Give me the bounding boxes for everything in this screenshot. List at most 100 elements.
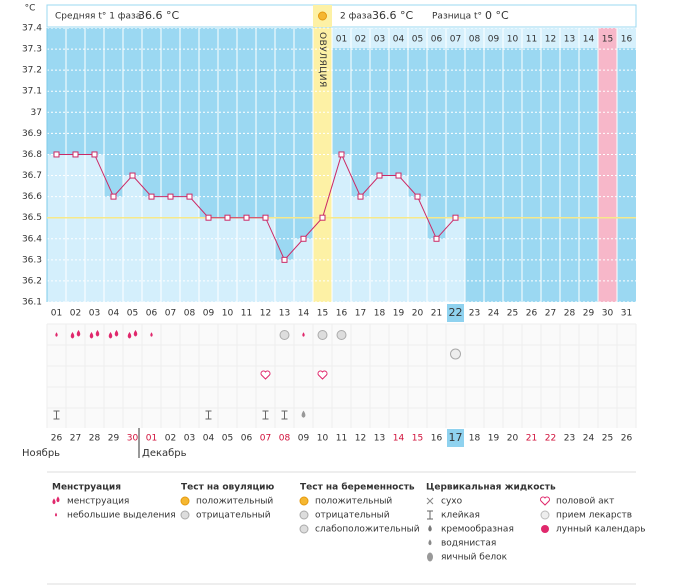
legend-icon — [428, 525, 432, 532]
diff-value: 0 °C — [485, 9, 509, 22]
ov-test-icon — [279, 330, 290, 340]
x-tick-label: 08 — [184, 309, 196, 319]
date-label: 18 — [469, 434, 481, 444]
x-tick-label: 11 — [241, 309, 252, 319]
x-tick-label: 29 — [583, 309, 595, 319]
legend-title: Менструация — [52, 483, 121, 493]
menstruation-icon — [127, 330, 138, 339]
date-label: 25 — [602, 434, 613, 444]
x-tick-label: 05 — [127, 309, 138, 319]
watery-icon — [301, 410, 306, 418]
sex-icon — [260, 370, 271, 380]
date-label: 28 — [89, 434, 101, 444]
temp-point — [433, 235, 440, 242]
temp-bar — [427, 238, 446, 302]
temp-point — [53, 151, 60, 158]
today-box — [447, 429, 464, 447]
date-label: 16 — [431, 434, 443, 444]
y-tick-label: 37 — [31, 108, 42, 118]
temp-point — [414, 193, 421, 200]
legend-item: клейкая — [441, 511, 480, 521]
x-tick-label: 26 — [526, 309, 538, 319]
date-label: 11 — [336, 434, 347, 444]
date-label: 30 — [127, 434, 139, 444]
y-tick-label: 37.4 — [22, 24, 42, 34]
legend-icon — [426, 497, 434, 505]
date-label: 15 — [412, 434, 423, 444]
x-tick-label: 13 — [279, 309, 290, 319]
temp-bar — [332, 154, 351, 302]
x-tick-label: 04 — [108, 309, 120, 319]
spotting-icon — [302, 332, 305, 337]
x-tick-label: 18 — [374, 309, 386, 319]
menstruation-icon — [108, 330, 119, 339]
legend-title: Цервикальная жидкость — [426, 483, 556, 493]
phase2-day: 16 — [621, 35, 633, 45]
x-tick-label: 27 — [545, 309, 556, 319]
temp-point — [262, 214, 269, 221]
sticky-icon — [205, 410, 212, 420]
legend-icon — [299, 524, 309, 534]
y-tick-label: 37.2 — [22, 66, 42, 76]
y-axis-label: °C — [25, 4, 36, 14]
phase2-day: 12 — [545, 35, 556, 45]
sticky-icon — [53, 410, 60, 420]
date-label: 20 — [507, 434, 519, 444]
temp-point — [281, 256, 288, 263]
y-tick-label: 37.3 — [22, 45, 42, 55]
date-label: 09 — [298, 434, 310, 444]
legend-item: слабоположительный — [315, 525, 420, 535]
phase2-day: 07 — [450, 35, 461, 45]
spotting-icon — [150, 332, 153, 337]
temp-point — [452, 214, 459, 221]
temp-bar — [85, 154, 104, 302]
x-tick-label: 25 — [507, 309, 518, 319]
date-label: 12 — [355, 434, 366, 444]
today-box — [447, 304, 464, 322]
date-label: 01 — [146, 434, 157, 444]
date-label: 23 — [564, 434, 575, 444]
legend-icon — [299, 496, 309, 506]
x-tick-label: 22 — [449, 306, 463, 319]
phase1-avg: 36.6 °C — [138, 9, 179, 22]
x-tick-label: 21 — [431, 309, 442, 319]
y-tick-label: 36.1 — [22, 298, 42, 308]
temp-point — [357, 193, 364, 200]
legend-item: водянистая — [441, 539, 496, 549]
x-tick-label: 28 — [564, 309, 576, 319]
temp-point — [91, 151, 98, 158]
phase2-day: 15 — [602, 35, 613, 45]
highlight-column — [598, 28, 617, 302]
preg-test-icon — [450, 348, 461, 360]
legend-icon — [427, 552, 433, 562]
x-tick-label: 02 — [70, 309, 81, 319]
temp-point — [395, 172, 402, 179]
temp-bar — [180, 196, 199, 302]
legend-title: Тест на овуляцию — [181, 483, 274, 493]
phase2-day: 09 — [488, 35, 500, 45]
x-tick-label: 10 — [222, 309, 234, 319]
legend-icon — [540, 510, 550, 520]
temp-point — [129, 172, 136, 179]
date-label: 27 — [70, 434, 81, 444]
date-label: 03 — [184, 434, 195, 444]
header-box — [46, 4, 637, 28]
legend-icon — [180, 496, 190, 506]
legend-item: менструация — [67, 497, 129, 507]
legend-item: отрицательный — [315, 511, 390, 521]
date-label: 29 — [108, 434, 120, 444]
legend-item: яичный белок — [441, 553, 508, 563]
temp-point — [224, 214, 231, 221]
phase2-day: 05 — [412, 35, 423, 45]
ov-test-icon — [336, 330, 347, 340]
phase2-avg: 36.6 °C — [372, 9, 413, 22]
phase2-day: 01 — [336, 35, 347, 45]
y-tick-label: 36.8 — [22, 150, 42, 160]
date-label: 26 — [621, 434, 633, 444]
legend-title: Тест на беременность — [300, 482, 415, 493]
y-tick-label: 36.2 — [22, 276, 42, 286]
sticky-icon — [262, 410, 269, 420]
phase2-day: 14 — [583, 35, 595, 45]
legend-icon — [427, 510, 433, 520]
